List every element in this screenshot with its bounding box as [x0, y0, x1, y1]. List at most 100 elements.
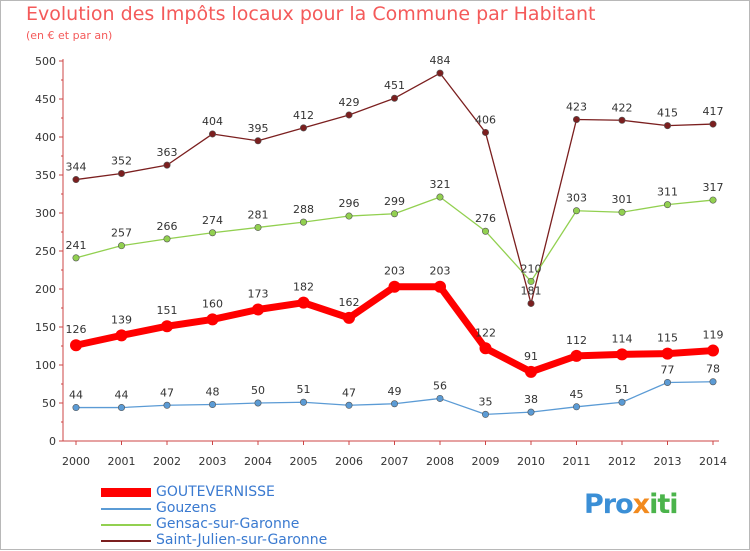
- data-point: [345, 401, 353, 409]
- x-tick-label: 2001: [108, 455, 136, 468]
- data-label: 56: [433, 379, 447, 392]
- data-point: [161, 320, 173, 333]
- data-point: [709, 378, 717, 386]
- data-label: 50: [251, 384, 265, 397]
- data-label: 122: [475, 326, 496, 339]
- data-label: 317: [703, 181, 724, 194]
- data-point: [209, 229, 217, 237]
- data-label: 182: [293, 281, 314, 294]
- data-point: [254, 399, 262, 407]
- y-tick-label: 500: [35, 55, 56, 68]
- data-point: [570, 349, 583, 362]
- data-point: [297, 296, 310, 309]
- data-label: 44: [115, 389, 129, 402]
- legend-swatch: [101, 488, 151, 497]
- data-label: 35: [479, 395, 493, 408]
- data-point: [299, 124, 307, 132]
- data-point: [72, 254, 80, 262]
- data-label: 299: [384, 195, 405, 208]
- data-point: [618, 208, 626, 216]
- data-label: 44: [69, 389, 83, 402]
- data-point: [343, 311, 355, 324]
- data-point: [70, 339, 82, 352]
- data-point: [299, 398, 307, 406]
- x-tick-label: 2011: [563, 455, 591, 468]
- data-label: 91: [524, 350, 538, 363]
- y-tick-label: 0: [49, 435, 56, 448]
- data-label: 181: [521, 284, 542, 297]
- data-label: 484: [430, 54, 451, 67]
- x-tick-label: 2003: [199, 455, 227, 468]
- data-label: 115: [657, 332, 678, 345]
- data-label: 77: [661, 363, 675, 376]
- data-point: [72, 176, 80, 184]
- data-label: 112: [566, 334, 587, 347]
- data-point: [72, 404, 80, 412]
- y-tick-label: 300: [35, 207, 56, 220]
- data-label: 296: [339, 197, 360, 210]
- data-label: 344: [66, 161, 87, 174]
- data-point: [390, 210, 398, 218]
- data-label: 38: [524, 393, 538, 406]
- x-tick-label: 2005: [290, 455, 318, 468]
- data-label: 126: [66, 323, 87, 336]
- data-point: [572, 116, 580, 124]
- data-point: [254, 223, 262, 231]
- data-label: 49: [388, 385, 402, 398]
- data-label: 303: [566, 192, 587, 205]
- data-point: [252, 303, 264, 316]
- data-label: 395: [248, 122, 269, 135]
- data-point: [616, 348, 628, 361]
- data-label: 160: [202, 297, 223, 310]
- data-point: [115, 329, 128, 342]
- data-label: 162: [339, 296, 360, 309]
- data-point: [390, 400, 398, 408]
- y-tick-label: 250: [35, 245, 56, 258]
- data-label: 139: [111, 313, 132, 326]
- legend-label: Gouzens: [156, 500, 217, 516]
- x-tick-label: 2002: [153, 455, 181, 468]
- data-point: [707, 344, 719, 357]
- data-label: 423: [566, 101, 587, 114]
- x-tick-label: 2014: [699, 455, 727, 468]
- proxiti-logo: Proxiti: [584, 489, 679, 520]
- legend-swatch: [101, 524, 151, 526]
- data-point: [618, 116, 626, 124]
- data-label: 417: [703, 105, 724, 118]
- data-point: [118, 169, 126, 177]
- data-point: [163, 235, 171, 243]
- data-point: [209, 130, 217, 138]
- legend-swatch: [101, 540, 151, 542]
- data-label: 51: [297, 383, 311, 396]
- data-label: 288: [293, 203, 314, 216]
- data-label: 276: [475, 212, 496, 225]
- y-tick-label: 400: [35, 131, 56, 144]
- data-point: [118, 242, 126, 250]
- data-point: [527, 299, 535, 307]
- data-label: 119: [703, 329, 724, 342]
- x-tick-label: 2008: [426, 455, 454, 468]
- data-label: 321: [430, 178, 451, 191]
- data-label: 311: [657, 186, 678, 199]
- data-label: 151: [157, 304, 178, 317]
- x-tick-label: 2000: [62, 455, 90, 468]
- data-point: [434, 280, 446, 293]
- data-label: 352: [111, 154, 132, 167]
- data-label: 78: [706, 363, 720, 376]
- data-point: [663, 201, 671, 209]
- data-label: 47: [160, 386, 174, 399]
- data-point: [388, 280, 401, 293]
- data-point: [527, 277, 535, 285]
- data-point: [209, 401, 217, 409]
- data-label: 266: [157, 220, 178, 233]
- data-point: [436, 193, 444, 201]
- data-point: [661, 347, 674, 360]
- data-label: 48: [206, 386, 220, 399]
- data-label: 404: [202, 115, 223, 128]
- data-label: 51: [615, 383, 629, 396]
- data-label: 281: [248, 208, 269, 221]
- data-point: [436, 69, 444, 77]
- data-point: [163, 161, 171, 169]
- data-point: [709, 196, 717, 204]
